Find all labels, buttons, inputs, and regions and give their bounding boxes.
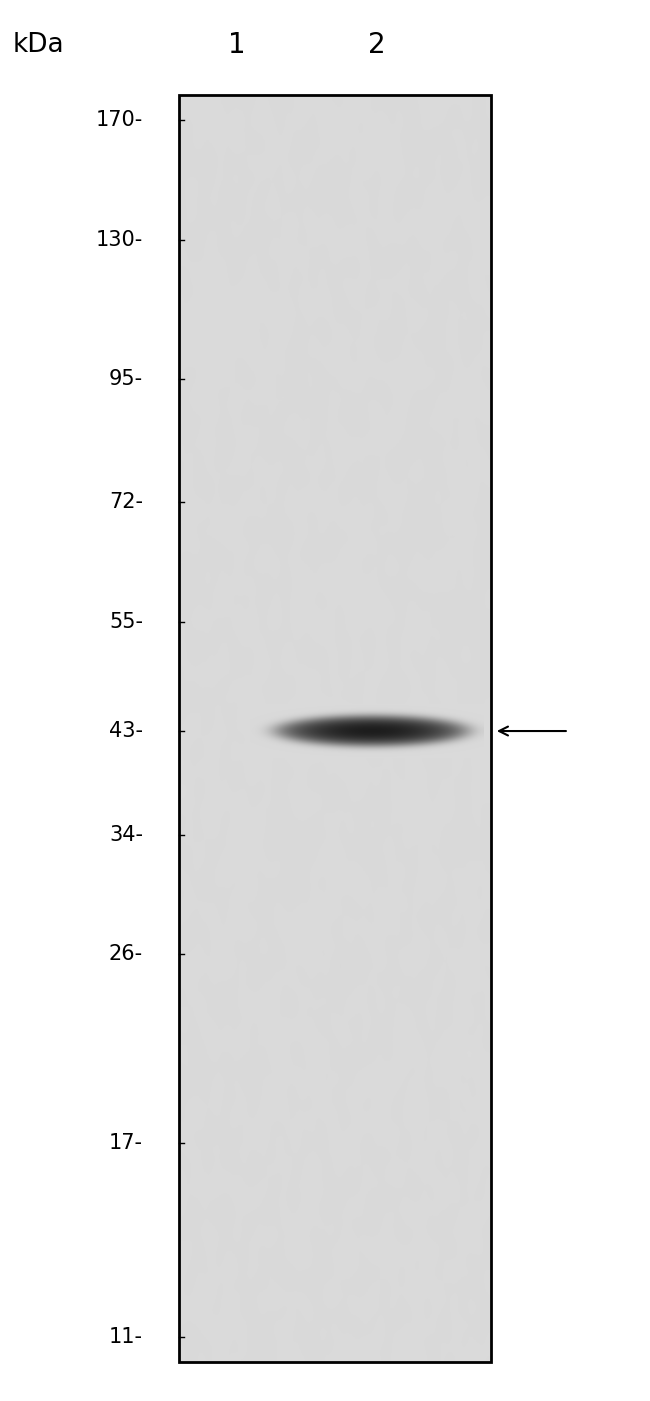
Text: 11-: 11- [109, 1327, 143, 1346]
Text: 17-: 17- [109, 1133, 143, 1153]
Text: 2: 2 [368, 31, 386, 59]
Text: 130-: 130- [96, 230, 143, 249]
Text: kDa: kDa [13, 32, 64, 57]
Text: 26-: 26- [109, 944, 143, 964]
Text: 170-: 170- [96, 111, 143, 130]
Text: 43-: 43- [109, 722, 143, 741]
Text: 95-: 95- [109, 368, 143, 389]
Bar [179, 95, 491, 1362]
Text: 1: 1 [228, 31, 246, 59]
Text: 72-: 72- [109, 492, 143, 513]
Text: 55-: 55- [109, 612, 143, 632]
Text: 34-: 34- [109, 825, 143, 845]
